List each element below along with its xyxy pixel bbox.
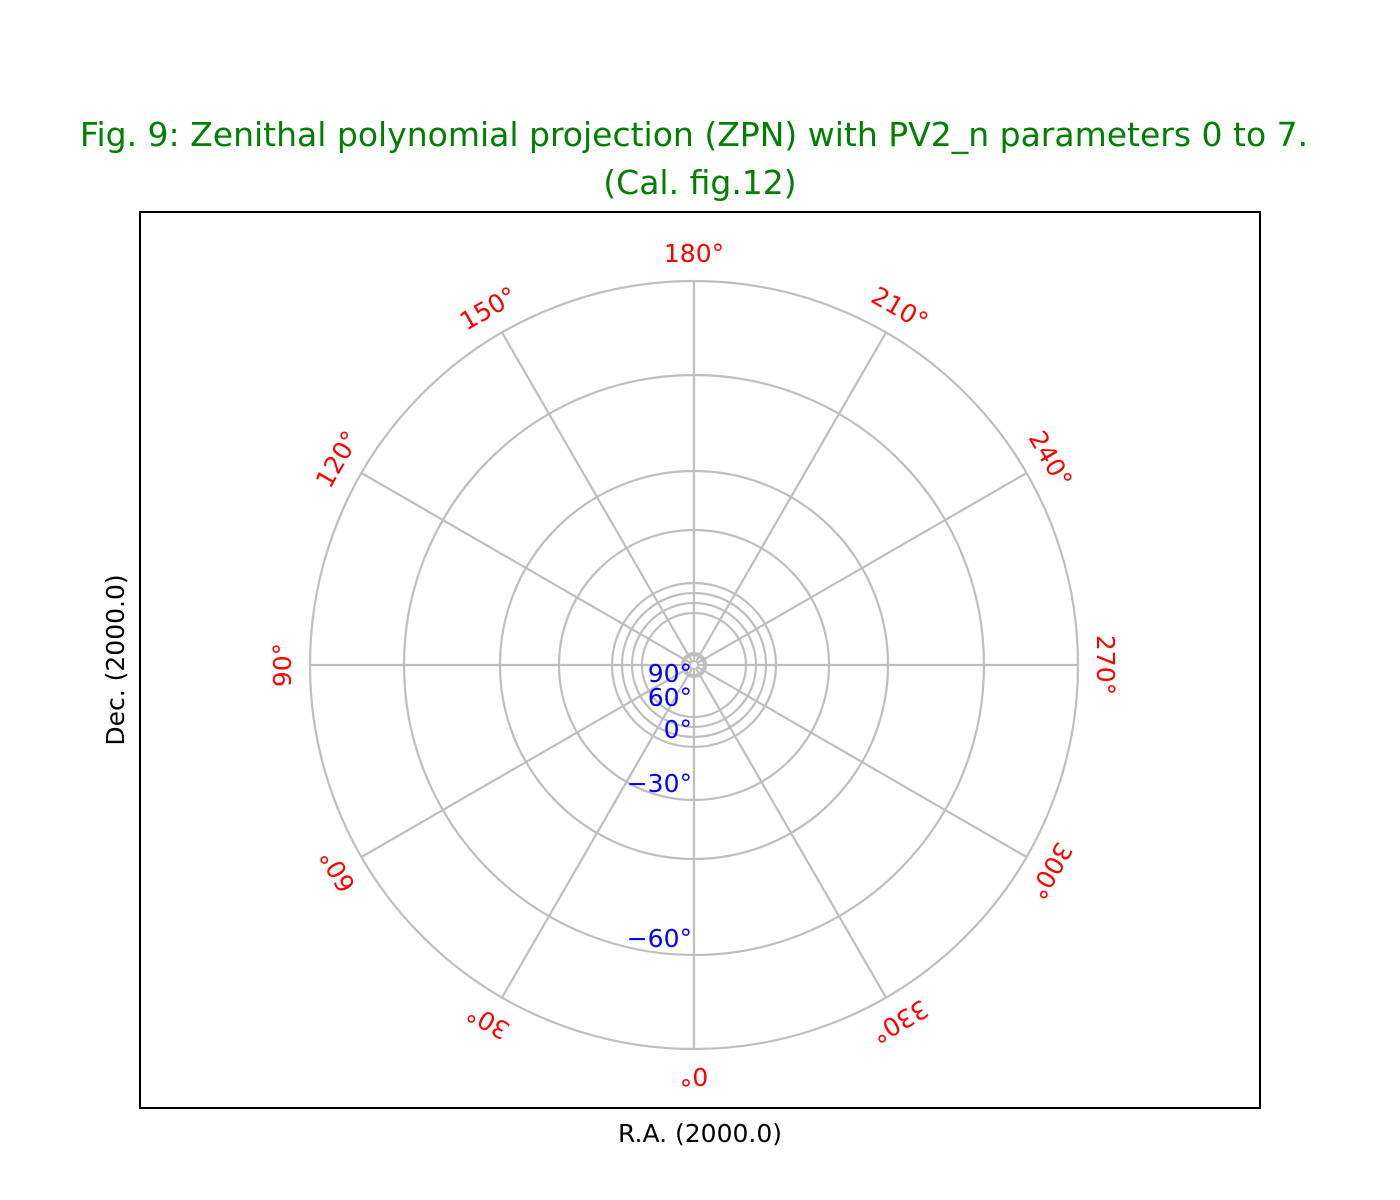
ra-tick-label: 180°: [664, 239, 724, 268]
ra-meridian: [694, 667, 887, 999]
grid-layer: [308, 279, 1080, 1051]
dec-tick-label: −60°: [627, 924, 692, 953]
chart-title-line2: (Cal. fig.12): [603, 163, 796, 202]
x-axis-label: R.A. (2000.0): [618, 1119, 782, 1148]
dec-tick-label: 60°: [648, 683, 692, 712]
ra-meridian: [360, 472, 692, 665]
dec-tick-label: 90°: [648, 659, 692, 688]
y-axis-label: Dec. (2000.0): [101, 574, 130, 745]
ra-tick-label: 60°: [314, 844, 361, 897]
ra-tick-label: 0°: [680, 1062, 708, 1091]
ra-meridian: [696, 472, 1028, 665]
plot-frame: [139, 211, 1261, 1109]
ra-meridian: [501, 667, 694, 999]
ra-meridian: [501, 331, 694, 663]
ra-tick-label: 270°: [1091, 635, 1120, 695]
dec-tick-label: −30°: [627, 769, 692, 798]
dec-tick-label: 0°: [664, 715, 692, 744]
chart-title-line1: Fig. 9: Zenithal polynomial projection (…: [80, 115, 1308, 154]
dec-tick-labels: 90°60° 0° −30° −60°: [627, 659, 692, 953]
ra-meridian: [696, 665, 1028, 858]
ra-tick-label: 30°: [462, 998, 515, 1045]
ra-tick-label: 90°: [268, 643, 297, 687]
ra-meridian: [694, 331, 887, 663]
ra-meridian: [360, 665, 692, 858]
